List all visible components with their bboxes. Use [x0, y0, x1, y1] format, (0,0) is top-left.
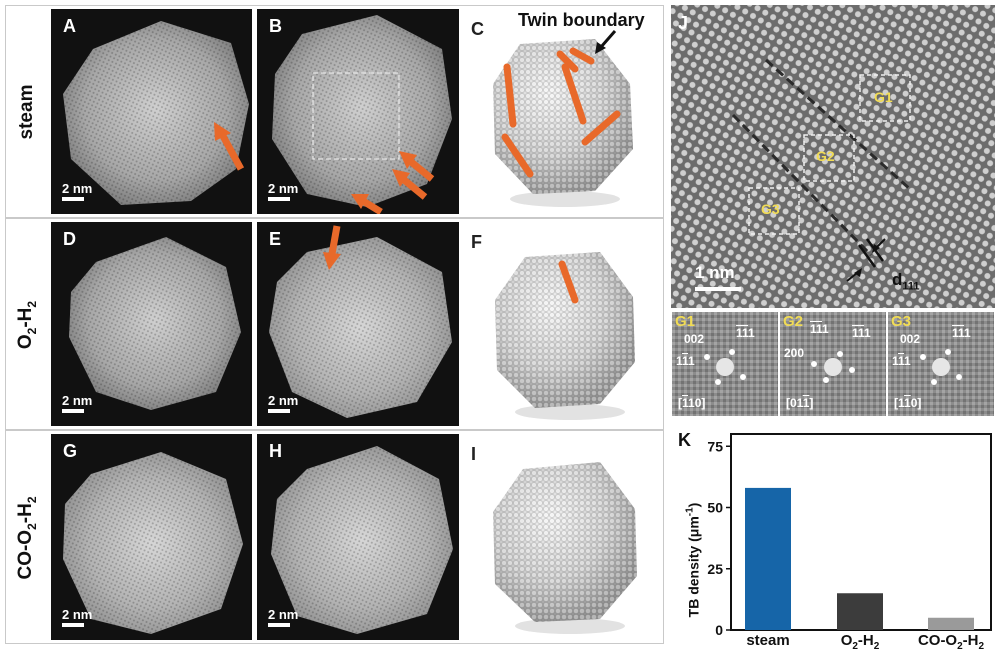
arrow-icon — [872, 238, 886, 253]
micrograph-panel-b: B 2 nm — [257, 9, 459, 214]
fft-pattern — [888, 312, 994, 416]
micrograph-panel-d: D 2 nm — [51, 222, 252, 426]
x-tick-label: steam — [746, 632, 790, 649]
micrograph-panel-e: E 2 nm — [257, 222, 459, 426]
panel-letter-g: G — [63, 441, 78, 461]
fft-pattern — [672, 312, 778, 416]
d111-label: d111 — [892, 270, 920, 293]
fft-index: 111 — [892, 354, 911, 368]
fft-pattern — [780, 312, 886, 416]
micrograph-panel-g: G 2 nm — [51, 434, 252, 640]
twin-line — [764, 58, 913, 192]
region-label-g1: G1 — [874, 89, 893, 105]
fft-index: 111 — [810, 322, 829, 336]
fft-label: G1 — [675, 313, 696, 330]
region-box-g3 — [748, 187, 800, 235]
y-tick-label: 50 — [707, 500, 723, 516]
y-axis-label: TB density (μm-1) — [684, 502, 702, 618]
y-tick-label: 0 — [715, 622, 723, 638]
orange-arrow-icon — [399, 151, 435, 182]
fft-index: 002 — [684, 332, 705, 346]
micrograph-panel-h: H 2 nm — [257, 434, 459, 640]
scale-bar: 2 nm — [268, 181, 304, 201]
panel-letter-j: J — [678, 13, 689, 33]
particle-image — [272, 15, 452, 214]
hrtem-scale-label: 1 nm — [695, 263, 735, 282]
fft-zone: [011] — [786, 396, 814, 410]
fft-index: 111 — [736, 326, 755, 340]
row-frame-coo2h2 — [5, 430, 664, 644]
orange-arrow-icon — [214, 122, 245, 171]
render-panel-i: I — [465, 434, 660, 640]
panel-letter-e: E — [269, 229, 282, 249]
region-label-g3: G3 — [761, 201, 780, 217]
nanoparticle-model — [495, 252, 635, 420]
scale-bar: 2 nm — [62, 181, 98, 201]
fft-index: 111 — [952, 326, 971, 340]
panel-letter-d: D — [63, 229, 76, 249]
panel-letter-h: H — [269, 441, 282, 461]
panel-letter-f: F — [471, 232, 482, 252]
x-tick-label: CO-O2-H2 — [917, 632, 985, 652]
x-tick-label: O2-H2 — [840, 632, 880, 652]
row-label-steam: steam — [16, 84, 37, 140]
particle-image — [271, 446, 453, 634]
fft-index: 111 — [676, 354, 695, 368]
region-label-g2: G2 — [816, 148, 835, 164]
row-label-coo2h2: CO-O2-H2 — [15, 496, 39, 580]
y-tick-label: 25 — [707, 561, 723, 577]
panel-letter-k: K — [678, 430, 691, 450]
particle-image — [69, 237, 241, 410]
nanoparticle-model — [493, 462, 637, 634]
particle-image — [269, 225, 452, 418]
fft-zone: [110] — [894, 396, 922, 410]
twin-boundary-label: Twin boundary — [518, 10, 645, 30]
fft-label: G2 — [783, 313, 804, 330]
orange-arrow-icon — [323, 225, 341, 270]
render-panel-f: F — [465, 222, 660, 426]
y-tick-label: 75 — [707, 438, 723, 454]
panel-k: K 0 25 50 75 TB density (μm-1) steam O2-H2 CO… — [671, 420, 995, 658]
orange-arrow-icon — [392, 169, 428, 200]
fft-index: 111 — [852, 326, 871, 340]
bar-co-o2-h2 — [928, 617, 974, 630]
scale-bar: 2 nm — [62, 607, 98, 627]
render-panel-c: C — [465, 9, 660, 214]
tb-density-chart: 0 25 50 75 — [707, 433, 992, 638]
nanoparticle-model — [493, 30, 633, 207]
region-box-g1 — [859, 74, 911, 122]
region-box-g2 — [803, 134, 855, 182]
row-label-o2h2: O2-H2 — [15, 300, 39, 350]
scale-bar: 2 nm — [62, 393, 98, 413]
fft-tile-g2: G2 111 200 111 [011] — [780, 312, 886, 416]
fft-tile-g1: G1 002 111 111 [110] — [672, 312, 778, 416]
particle-image — [63, 21, 249, 205]
bar-steam — [745, 487, 791, 630]
selection-box — [312, 72, 400, 160]
fft-index: 002 — [900, 332, 921, 346]
fft-label: G3 — [891, 313, 912, 330]
fft-index: 200 — [784, 346, 805, 360]
fft-tile-g3: G3 002 111 111 [110] — [888, 312, 994, 416]
scale-bar: 2 nm — [268, 607, 304, 627]
row-frame-steam — [5, 5, 664, 218]
hrtem-image — [671, 5, 995, 308]
fft-zone: [110] — [678, 396, 706, 410]
panel-letter-a: A — [63, 16, 76, 36]
twin-line — [731, 113, 873, 257]
particle-image — [63, 452, 243, 634]
bar-o2-h2 — [837, 593, 883, 630]
row-frame-o2h2 — [5, 218, 664, 430]
micrograph-panel-a: A 2 nm — [51, 9, 252, 214]
hrtem-scale-bar — [695, 287, 741, 291]
orange-arrow-icon — [351, 194, 383, 214]
panel-letter-c: C — [471, 19, 484, 39]
panel-letter-b: B — [269, 16, 282, 36]
panel-letter-i: I — [471, 444, 477, 464]
black-arrow-icon — [595, 30, 617, 54]
scale-bar: 2 nm — [268, 393, 304, 413]
hrtem-panel-j: J G1 G2 G3 1 nm d111 — [671, 5, 995, 308]
arrow-icon — [846, 268, 862, 282]
